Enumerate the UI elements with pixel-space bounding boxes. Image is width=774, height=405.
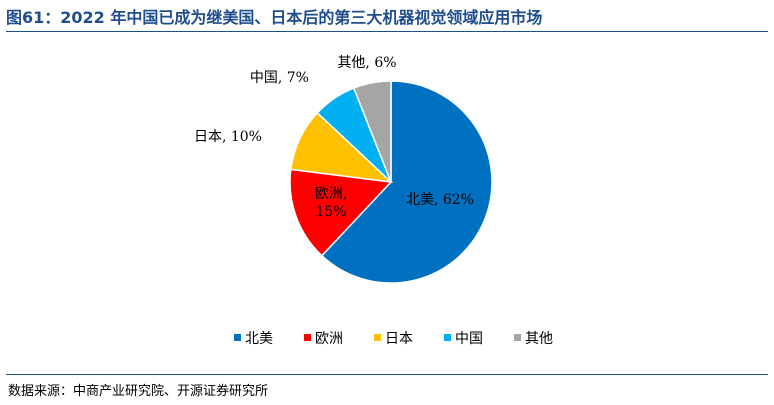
legend-swatch-2 [374, 334, 381, 341]
pie-slice-0 [320, 80, 493, 284]
pie-chart: 北美, 62% 欧洲, 15% 日本, 10% 中国, 7% 其他, 6% 北美 欧洲 日本 中… [194, 55, 553, 347]
pie-slice-1 [289, 168, 393, 257]
legend-label-2: 日本 [385, 331, 413, 347]
legend-swatch-3 [444, 334, 451, 341]
slice-labels: 北美, 62% 欧洲, 15% 日本, 10% 中国, 7% 其他, 6% [194, 55, 474, 220]
slice-label-3: 中国, 7% [250, 70, 309, 86]
legend: 北美 欧洲 日本 中国 其他 [234, 331, 553, 347]
legend-swatch-4 [514, 334, 521, 341]
legend-label-3: 中国 [455, 331, 483, 347]
legend-label-4: 其他 [525, 331, 553, 347]
pie-slices [289, 80, 493, 284]
slice-label-0: 北美, 62% [406, 192, 474, 208]
legend-label-0: 北美 [245, 331, 273, 347]
chart-title: 图61：2022 年中国已成为继美国、日本后的第三大机器视觉领域应用市场 [6, 8, 543, 27]
pie-slice-4 [352, 80, 392, 183]
slice-label-1: 欧洲, 15% [315, 186, 347, 220]
title-divider [6, 31, 768, 32]
legend-swatch-1 [304, 334, 311, 341]
legend-label-1: 欧洲 [315, 331, 343, 347]
source-note: 数据来源：中商产业研究院、开源证券研究所 [8, 384, 269, 399]
slice-label-2: 日本, 10% [194, 129, 262, 145]
source-divider [6, 374, 768, 375]
slice-label-4: 其他, 6% [337, 55, 396, 71]
legend-swatch-0 [234, 334, 241, 341]
